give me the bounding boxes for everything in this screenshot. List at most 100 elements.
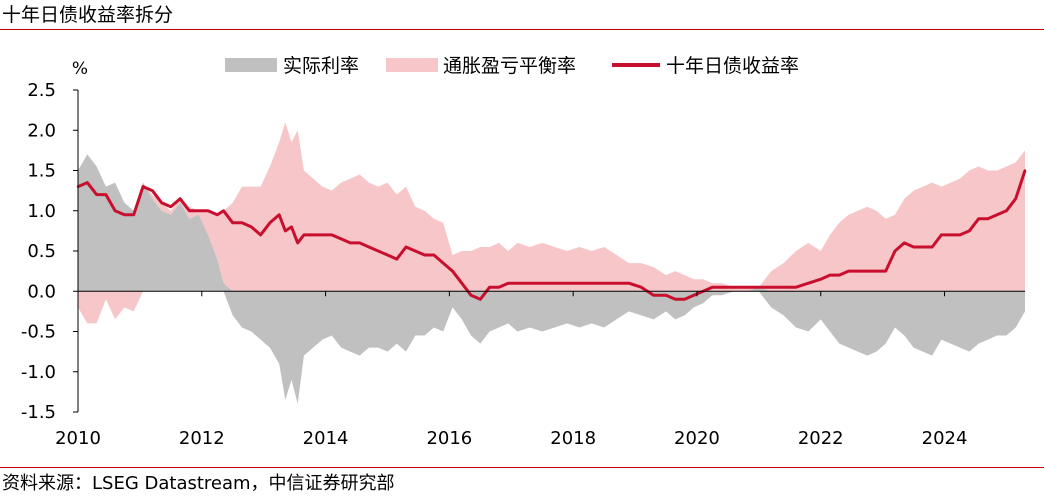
yield-point bbox=[940, 233, 943, 237]
yield-point bbox=[770, 286, 773, 289]
yield-point bbox=[197, 209, 200, 212]
yield-point bbox=[921, 245, 925, 249]
yield-point bbox=[602, 282, 606, 285]
yield-point bbox=[460, 282, 463, 285]
yield-line bbox=[77, 170, 1027, 301]
yield-point bbox=[302, 233, 306, 237]
yield-point bbox=[516, 282, 519, 285]
yield-point bbox=[931, 245, 934, 249]
x-tick-label: 2014 bbox=[303, 428, 349, 449]
legend: 实际利率 通胀盈亏平衡率 十年日债收益率 bbox=[225, 55, 799, 77]
yield-point bbox=[652, 294, 655, 297]
yield-point bbox=[903, 241, 906, 245]
yield-point bbox=[141, 185, 145, 188]
yield-point bbox=[113, 209, 117, 212]
yield-point bbox=[664, 294, 668, 297]
yield-point bbox=[395, 257, 398, 261]
yield-point bbox=[386, 253, 389, 257]
x-tick-label: 2020 bbox=[674, 428, 720, 449]
yield-point bbox=[565, 282, 569, 285]
legend-swatch bbox=[386, 58, 438, 72]
yield-point bbox=[206, 209, 210, 212]
x-tick-label: 2012 bbox=[179, 428, 225, 449]
yield-point bbox=[541, 282, 544, 285]
yield-point bbox=[692, 294, 696, 297]
title-rule bbox=[0, 29, 1044, 30]
yield-point bbox=[377, 249, 380, 253]
yield-point bbox=[160, 201, 163, 204]
yield-point bbox=[711, 286, 714, 289]
yield-point bbox=[104, 193, 108, 196]
real-rate-area-negative bbox=[78, 291, 1025, 404]
yield-point bbox=[615, 282, 618, 285]
yield-point bbox=[469, 294, 473, 297]
yield-point bbox=[847, 269, 850, 273]
yield-point bbox=[590, 282, 593, 285]
x-tick-label: 2024 bbox=[922, 428, 968, 449]
yield-point bbox=[807, 282, 810, 285]
yield-point bbox=[296, 241, 299, 245]
yield-point bbox=[479, 298, 482, 301]
y-tick-label: 0.5 bbox=[27, 241, 56, 262]
yield-point bbox=[216, 213, 219, 216]
yield-point bbox=[414, 249, 417, 253]
yield-point bbox=[627, 282, 631, 285]
legend-label: 通胀盈亏平衡率 bbox=[443, 55, 576, 77]
yield-point bbox=[451, 269, 454, 273]
yield-point bbox=[1014, 197, 1017, 200]
y-tick-label: -0.5 bbox=[21, 322, 56, 343]
yield-point bbox=[284, 229, 287, 233]
source-note: 资料来源：LSEG Datastream，中信证券研究部 bbox=[2, 473, 395, 494]
yield-point bbox=[828, 273, 832, 277]
yield-point bbox=[290, 225, 293, 229]
y-tick-label: -1.5 bbox=[21, 402, 56, 423]
yield-point bbox=[912, 245, 915, 249]
yield-point bbox=[720, 286, 723, 289]
yield-point bbox=[578, 282, 581, 285]
yield-point bbox=[819, 278, 822, 281]
yield-point bbox=[884, 269, 887, 273]
yield-point bbox=[240, 221, 244, 224]
yield-point bbox=[794, 286, 798, 289]
yield-point bbox=[757, 286, 760, 289]
yield-point bbox=[231, 221, 234, 224]
source-rule bbox=[0, 467, 1044, 468]
yield-point bbox=[188, 209, 191, 212]
yield-point bbox=[278, 213, 281, 216]
y-tick-label: 1.5 bbox=[27, 161, 56, 182]
yield-point bbox=[123, 213, 126, 216]
yield-point bbox=[497, 286, 501, 289]
x-tick-label: 2022 bbox=[798, 428, 844, 449]
yield-point bbox=[86, 181, 89, 184]
yield-point bbox=[367, 245, 371, 249]
x-tick-label: 2016 bbox=[426, 428, 472, 449]
yield-point bbox=[782, 286, 785, 289]
legend-label: 十年日债收益率 bbox=[666, 55, 799, 77]
yield-point bbox=[312, 233, 315, 237]
y-tick-label: -1.0 bbox=[21, 362, 56, 383]
yield-point bbox=[268, 221, 272, 224]
yield-point bbox=[432, 253, 436, 257]
yield-point bbox=[358, 241, 361, 245]
line-layer bbox=[76, 169, 1027, 301]
x-tick-label: 2010 bbox=[55, 428, 101, 449]
unit-label: % bbox=[72, 59, 88, 79]
area-layer bbox=[78, 122, 1025, 404]
yield-point bbox=[640, 286, 643, 289]
yield-point bbox=[330, 233, 333, 237]
yield-point bbox=[321, 233, 324, 237]
yield-point bbox=[875, 269, 878, 273]
yield-point bbox=[1023, 169, 1027, 172]
yield-point bbox=[1005, 209, 1008, 212]
y-tick-label: 0.0 bbox=[27, 281, 56, 302]
chart-title: 十年日债收益率拆分 bbox=[2, 4, 174, 26]
yield-point bbox=[222, 209, 225, 212]
yield-point bbox=[169, 205, 172, 208]
yield-point bbox=[968, 229, 971, 233]
yield-point bbox=[732, 286, 736, 289]
yield-point bbox=[259, 233, 262, 237]
yield-point bbox=[178, 197, 182, 200]
yield-point bbox=[349, 241, 352, 245]
yield-point bbox=[674, 298, 677, 301]
